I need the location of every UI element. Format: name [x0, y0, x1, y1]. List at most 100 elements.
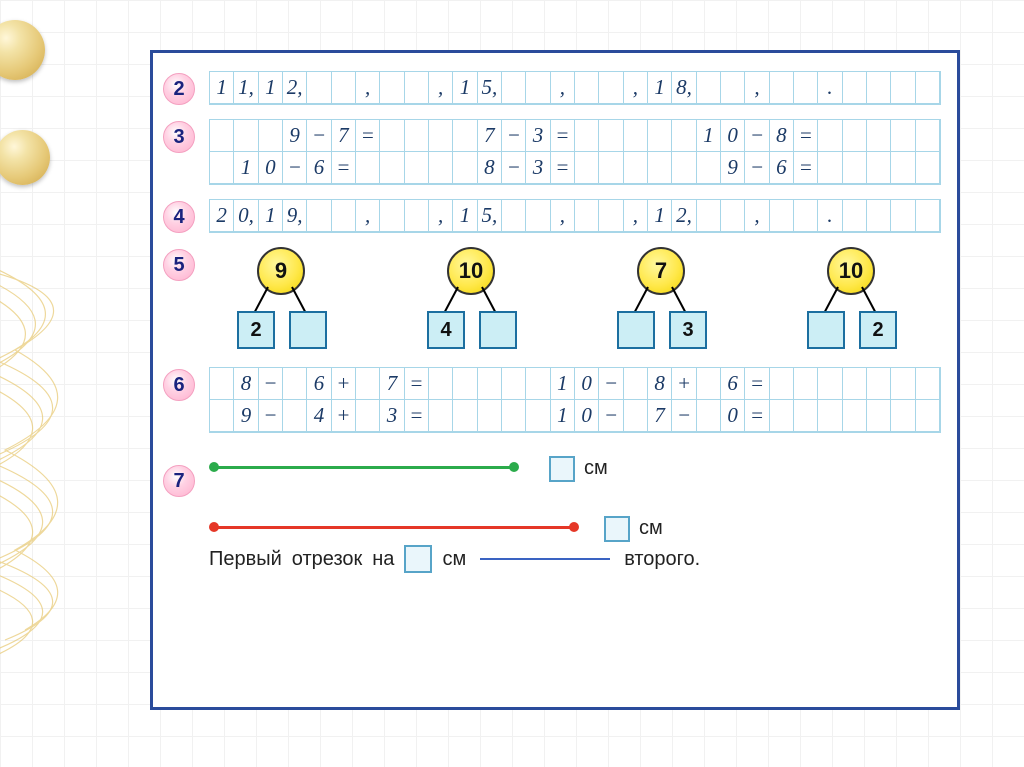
- grid-cell: [697, 200, 721, 232]
- grid-cell: [891, 400, 915, 432]
- grid-cell: [867, 152, 891, 184]
- grid-cell: ,: [745, 72, 769, 104]
- grid-cell: −: [283, 152, 307, 184]
- grid-cell: −: [259, 368, 283, 400]
- grid-cell: [721, 200, 745, 232]
- grid-cell: [283, 368, 307, 400]
- grid-cell: −: [672, 400, 696, 432]
- grid-cell: 2,: [283, 72, 307, 104]
- grid-cell: =: [794, 152, 818, 184]
- grid-cell: [624, 120, 648, 152]
- grid-cell: [599, 200, 623, 232]
- grid-cell: =: [405, 400, 429, 432]
- grid-cell: [818, 120, 842, 152]
- grid-cell: 0: [259, 152, 283, 184]
- grid-cell: [356, 400, 380, 432]
- grid-cell: [429, 120, 453, 152]
- grid-cell: [210, 120, 234, 152]
- grid-cell: [234, 120, 258, 152]
- grid-cell: ,: [429, 72, 453, 104]
- grid-cell: +: [332, 400, 356, 432]
- grid-cell: [478, 400, 502, 432]
- grid-cell: [721, 72, 745, 104]
- grid-cell: [453, 400, 477, 432]
- grid-cell: [502, 368, 526, 400]
- grid-cell: [843, 368, 867, 400]
- bond-left-box[interactable]: [617, 311, 655, 349]
- seg2-unit: см: [639, 517, 663, 540]
- grid-cell: [356, 368, 380, 400]
- bond-right-box[interactable]: [289, 311, 327, 349]
- grid-cell: ,: [429, 200, 453, 232]
- grid-cell: [624, 368, 648, 400]
- grid-cell: 9: [283, 120, 307, 152]
- grid-cell: 1: [648, 72, 672, 104]
- grid-cell: [843, 120, 867, 152]
- grid-cell: 1: [551, 368, 575, 400]
- grid-cell: [843, 72, 867, 104]
- bond-left-box[interactable]: [807, 311, 845, 349]
- grid-cell: [916, 72, 940, 104]
- grid-cell: [818, 400, 842, 432]
- grid-cell: [867, 200, 891, 232]
- grid-cell: 2,: [672, 200, 696, 232]
- grid-cell: =: [332, 152, 356, 184]
- seg1-answer-box[interactable]: [549, 456, 575, 482]
- grid-cell: [526, 72, 550, 104]
- grid-cell: ,: [551, 200, 575, 232]
- grid-cell: 7: [380, 368, 404, 400]
- grid-cell: [624, 400, 648, 432]
- grid-cell: 1: [453, 200, 477, 232]
- grid-cell: [429, 152, 453, 184]
- grid-cell: [307, 72, 331, 104]
- badge-2: 2: [163, 73, 195, 105]
- grid-cell: [794, 72, 818, 104]
- grid-cell: [210, 368, 234, 400]
- grid-cell: [526, 368, 550, 400]
- grid-cell: [672, 120, 696, 152]
- segment-1: см: [209, 455, 947, 481]
- grid-cell: .: [818, 72, 842, 104]
- grid-cell: −: [599, 368, 623, 400]
- footer-answer-box[interactable]: [404, 545, 432, 573]
- bond-leg: [254, 287, 269, 313]
- grid-cell: [624, 152, 648, 184]
- grid-cell: ,: [551, 72, 575, 104]
- grid-cell: [867, 120, 891, 152]
- grid-cell: 9: [721, 152, 745, 184]
- grid-cell: 1,: [234, 72, 258, 104]
- bond-right-box[interactable]: [479, 311, 517, 349]
- grid-cell: 1: [697, 120, 721, 152]
- grid-cell: =: [551, 120, 575, 152]
- grid-cell: [697, 368, 721, 400]
- grid-cell: [672, 152, 696, 184]
- grid-cell: [867, 72, 891, 104]
- seg2-answer-box[interactable]: [604, 516, 630, 542]
- grid-cell: [405, 152, 429, 184]
- footer-blank-line[interactable]: [480, 558, 610, 560]
- grid-cell: 0: [575, 400, 599, 432]
- badge-5: 5: [163, 249, 195, 281]
- row-3: 3 9−7=7−3=10−8=10−6=8−3=9−6=: [163, 119, 947, 185]
- row-5: 5 9210473102: [163, 247, 947, 353]
- grid-cell: [380, 152, 404, 184]
- bond-top-circle: 9: [257, 247, 305, 295]
- bond-leg: [671, 287, 686, 313]
- grid-cell: [380, 72, 404, 104]
- grid-cell: [770, 200, 794, 232]
- segment-2: см: [209, 515, 947, 541]
- grid-cell: =: [794, 120, 818, 152]
- grid-cell: +: [672, 368, 696, 400]
- bond-top-circle: 10: [827, 247, 875, 295]
- grid-cell: [843, 200, 867, 232]
- seg1-unit: см: [584, 457, 608, 480]
- row-6: 6 8−6+7=10−8+6=9−4+3=10−7−0=: [163, 367, 947, 433]
- grid-row-2: 11,12,,,15,,,18,,.: [209, 71, 941, 105]
- grid-cell: 5,: [478, 200, 502, 232]
- grid-cell: 8,: [672, 72, 696, 104]
- bond-leg: [481, 287, 496, 313]
- grid-cell: [405, 120, 429, 152]
- footer-word-5: второго.: [624, 548, 700, 571]
- grid-cell: =: [551, 152, 575, 184]
- badge-4: 4: [163, 201, 195, 233]
